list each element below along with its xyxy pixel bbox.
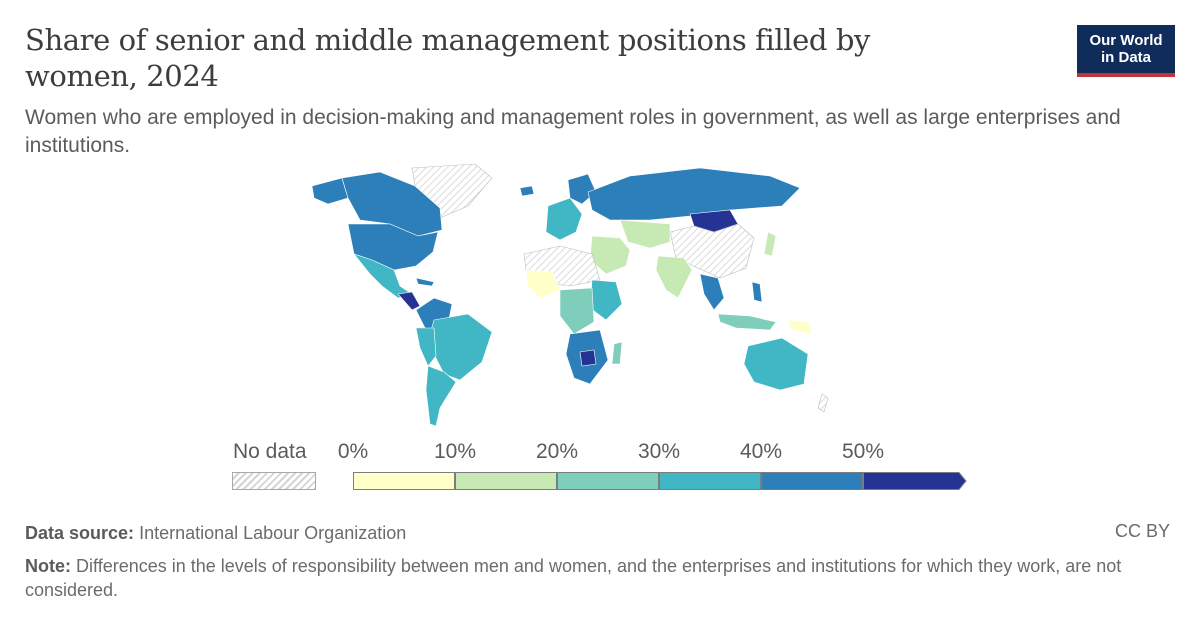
east-africa[interactable] — [589, 279, 623, 321]
nodata-swatch[interactable] — [232, 472, 316, 490]
philippines[interactable] — [751, 281, 763, 303]
source-label: Data source: — [25, 523, 135, 543]
indonesia[interactable] — [717, 313, 777, 331]
new-zealand[interactable] — [817, 393, 829, 413]
legend-bin-over-50[interactable] — [863, 472, 967, 490]
madagascar[interactable] — [611, 341, 623, 365]
southern-cone[interactable] — [425, 365, 457, 427]
legend-bin-0-10[interactable] — [353, 472, 455, 490]
note-label: Note: — [25, 556, 71, 576]
logo-line-1: Our World — [1089, 32, 1163, 49]
legend-tick-30: 30% — [637, 440, 681, 463]
botswana[interactable] — [579, 349, 597, 367]
peru-bolivia[interactable] — [415, 327, 437, 367]
legend-bin-30-40[interactable] — [659, 472, 761, 490]
russia[interactable] — [587, 167, 801, 221]
papua-new-guinea[interactable] — [787, 319, 813, 335]
note: Note: Differences in the levels of respo… — [25, 554, 1175, 602]
source-text[interactable]: International Labour Organization — [139, 523, 407, 543]
legend-tick-40: 40% — [739, 440, 783, 463]
license[interactable]: CC BY — [1114, 521, 1170, 541]
canada[interactable] — [341, 171, 443, 237]
color-legend: No data 0% 10% 20% 30% 40% 50% — [225, 436, 985, 496]
chart-subtitle: Women who are employed in decision-makin… — [25, 106, 1121, 157]
southeast-asia[interactable] — [699, 273, 725, 311]
owid-logo[interactable]: Our World in Data — [1077, 25, 1175, 77]
sahel-west-africa[interactable] — [525, 269, 561, 299]
central-asia[interactable] — [619, 219, 671, 249]
legend-bin-20-30[interactable] — [557, 472, 659, 490]
australia[interactable] — [743, 337, 809, 391]
legend-bin-10-20[interactable] — [455, 472, 557, 490]
legend-bin-40-50[interactable] — [761, 472, 863, 490]
chart-title: Share of senior and middle management po… — [25, 23, 871, 93]
iceland[interactable] — [519, 185, 535, 197]
note-text: Differences in the levels of responsibil… — [25, 556, 1122, 600]
central-africa[interactable] — [559, 287, 595, 335]
nodata-label: No data — [233, 440, 307, 463]
japan[interactable] — [763, 231, 777, 257]
data-source: Data source: International Labour Organi… — [25, 521, 1175, 545]
legend-tick-20: 20% — [535, 440, 579, 463]
central-america[interactable] — [397, 291, 421, 311]
western-europe[interactable] — [545, 197, 583, 241]
india[interactable] — [655, 255, 693, 299]
legend-tick-50: 50% — [841, 440, 885, 463]
legend-tick-10: 10% — [433, 440, 477, 463]
logo-line-2: in Data — [1100, 49, 1151, 66]
legend-tick-0: 0% — [337, 440, 369, 463]
world-map[interactable] — [230, 158, 830, 433]
caribbean[interactable] — [415, 277, 435, 287]
alaska[interactable] — [311, 177, 349, 205]
